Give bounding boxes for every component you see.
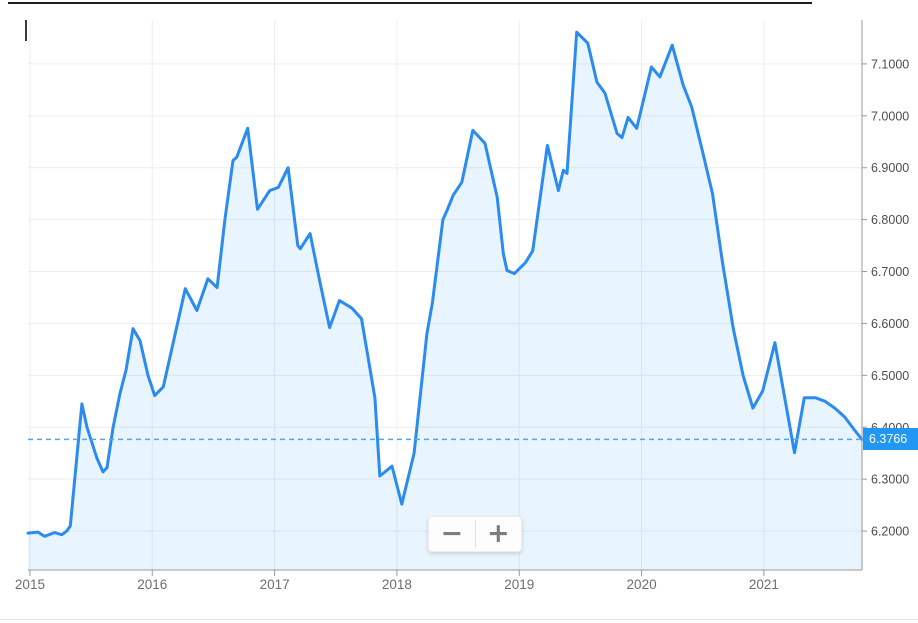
x-axis-label: 2020 xyxy=(627,577,657,592)
y-axis-label: 7.0000 xyxy=(871,109,909,123)
y-axis-label: 6.3000 xyxy=(871,473,909,487)
minus-icon: − xyxy=(440,518,464,549)
zoom-out-button[interactable]: − xyxy=(429,517,475,551)
top-border xyxy=(8,2,812,4)
zoom-controls: − + xyxy=(428,516,522,552)
y-axis-label: 6.7000 xyxy=(871,265,909,279)
current-price-badge: 6.3766 xyxy=(863,428,918,450)
area-fill xyxy=(28,32,862,570)
zoom-in-button[interactable]: + xyxy=(476,517,522,551)
x-axis-label: 2015 xyxy=(15,577,45,592)
x-axis-label: 2019 xyxy=(504,577,534,592)
y-axis-label: 6.5000 xyxy=(871,369,909,383)
x-axis-label: 2021 xyxy=(749,577,779,592)
text-cursor-artifact xyxy=(25,20,27,41)
zoom-controls-divider xyxy=(474,520,476,548)
bottom-border xyxy=(0,619,918,620)
y-axis-label: 6.2000 xyxy=(871,525,909,539)
x-axis-label: 2016 xyxy=(137,577,167,592)
data-line xyxy=(26,30,864,538)
y-axis-label: 6.8000 xyxy=(871,213,909,227)
y-axis-label: 6.9000 xyxy=(871,161,909,175)
x-axis-label: 2018 xyxy=(382,577,412,592)
plus-icon: + xyxy=(486,518,510,549)
y-axis-label: 7.1000 xyxy=(871,57,909,71)
x-axis-label: 2017 xyxy=(260,577,290,592)
y-axis-label: 6.6000 xyxy=(871,317,909,331)
